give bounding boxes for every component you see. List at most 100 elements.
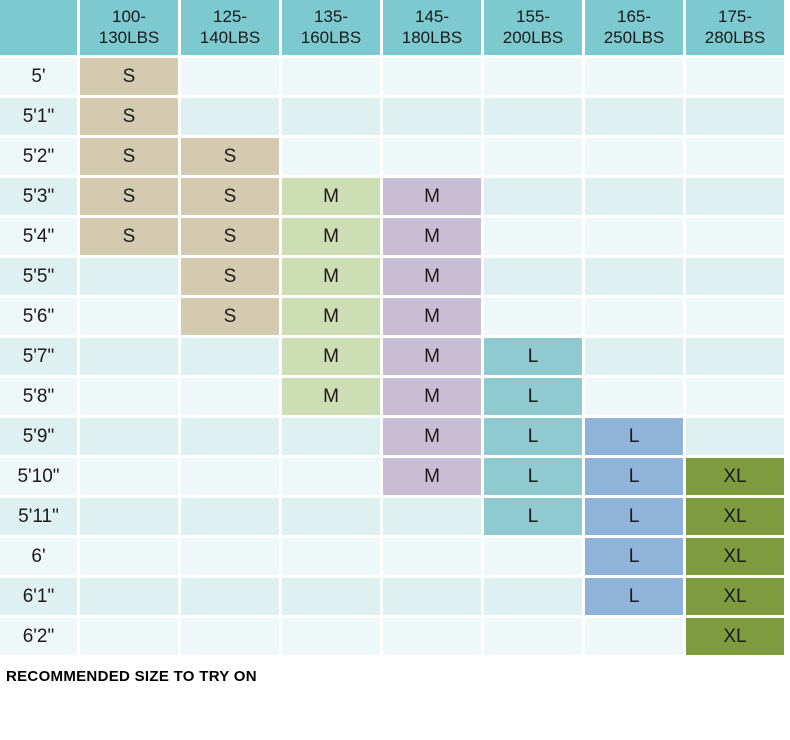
row-header: 5'1"	[0, 98, 80, 138]
size-cell	[181, 458, 282, 498]
size-cell	[686, 58, 787, 98]
size-cell	[282, 458, 383, 498]
size-cell: S	[80, 98, 181, 138]
size-cell	[80, 618, 181, 658]
row-header: 5'6"	[0, 298, 80, 338]
size-cell	[181, 338, 282, 378]
size-cell: XL	[686, 458, 787, 498]
size-cell: S	[181, 138, 282, 178]
size-cell: L	[484, 338, 585, 378]
size-cell	[282, 418, 383, 458]
row-header: 6'	[0, 538, 80, 578]
row-header: 5'11"	[0, 498, 80, 538]
column-header: 100-130LBS	[80, 0, 181, 58]
size-cell	[484, 178, 585, 218]
size-cell: L	[585, 578, 686, 618]
size-cell	[80, 418, 181, 458]
size-cell: L	[484, 458, 585, 498]
size-cell	[484, 138, 585, 178]
size-cell	[282, 578, 383, 618]
size-cell	[383, 618, 484, 658]
size-cell	[80, 578, 181, 618]
size-cell	[585, 378, 686, 418]
size-cell: XL	[686, 538, 787, 578]
row-header: 6'1"	[0, 578, 80, 618]
size-cell: XL	[686, 578, 787, 618]
row-header: 5'	[0, 58, 80, 98]
size-chart-table: 100-130LBS125-140LBS135-160LBS145-180LBS…	[0, 0, 790, 658]
size-cell	[585, 618, 686, 658]
size-cell	[383, 498, 484, 538]
size-cell	[383, 138, 484, 178]
size-cell	[686, 338, 787, 378]
size-cell: S	[181, 178, 282, 218]
size-cell	[585, 298, 686, 338]
size-cell: S	[181, 218, 282, 258]
row-header: 5'10"	[0, 458, 80, 498]
size-cell	[686, 98, 787, 138]
size-cell	[585, 258, 686, 298]
row-header: 5'9"	[0, 418, 80, 458]
size-cell	[686, 258, 787, 298]
size-cell: S	[80, 58, 181, 98]
size-cell: M	[383, 418, 484, 458]
corner-cell	[0, 0, 80, 58]
size-cell	[282, 498, 383, 538]
size-cell	[484, 218, 585, 258]
row-header: 5'5"	[0, 258, 80, 298]
size-cell: M	[383, 338, 484, 378]
size-cell	[181, 618, 282, 658]
size-cell: L	[585, 538, 686, 578]
size-cell	[686, 298, 787, 338]
size-cell: M	[282, 378, 383, 418]
size-cell	[686, 378, 787, 418]
size-cell	[181, 418, 282, 458]
size-cell: L	[585, 458, 686, 498]
size-cell	[282, 138, 383, 178]
size-cell	[585, 338, 686, 378]
size-cell	[484, 538, 585, 578]
size-cell	[80, 498, 181, 538]
size-cell: M	[383, 458, 484, 498]
size-cell: S	[181, 298, 282, 338]
size-cell: M	[282, 178, 383, 218]
column-header: 135-160LBS	[282, 0, 383, 58]
row-header: 5'7"	[0, 338, 80, 378]
size-cell	[181, 578, 282, 618]
size-cell	[686, 178, 787, 218]
size-cell	[686, 418, 787, 458]
size-cell	[585, 98, 686, 138]
size-cell	[80, 458, 181, 498]
size-cell: L	[585, 418, 686, 458]
size-cell	[282, 538, 383, 578]
size-cell: S	[181, 258, 282, 298]
size-cell	[383, 578, 484, 618]
column-header: 175-280LBS	[686, 0, 787, 58]
size-cell	[181, 538, 282, 578]
size-cell	[80, 338, 181, 378]
size-cell: M	[282, 218, 383, 258]
size-cell: XL	[686, 498, 787, 538]
column-header: 165-250LBS	[585, 0, 686, 58]
row-header: 5'8"	[0, 378, 80, 418]
row-header: 6'2"	[0, 618, 80, 658]
size-cell: XL	[686, 618, 787, 658]
size-cell	[484, 298, 585, 338]
size-cell: M	[282, 338, 383, 378]
size-cell	[686, 218, 787, 258]
size-cell	[80, 538, 181, 578]
size-cell	[686, 138, 787, 178]
size-cell: L	[585, 498, 686, 538]
size-cell	[181, 498, 282, 538]
size-cell: S	[80, 178, 181, 218]
row-header: 5'4"	[0, 218, 80, 258]
column-header: 145-180LBS	[383, 0, 484, 58]
size-cell: M	[383, 378, 484, 418]
size-cell	[282, 98, 383, 138]
size-cell	[181, 98, 282, 138]
size-cell: S	[80, 218, 181, 258]
size-cell	[80, 298, 181, 338]
size-cell: M	[383, 218, 484, 258]
size-cell	[181, 58, 282, 98]
size-cell: L	[484, 418, 585, 458]
